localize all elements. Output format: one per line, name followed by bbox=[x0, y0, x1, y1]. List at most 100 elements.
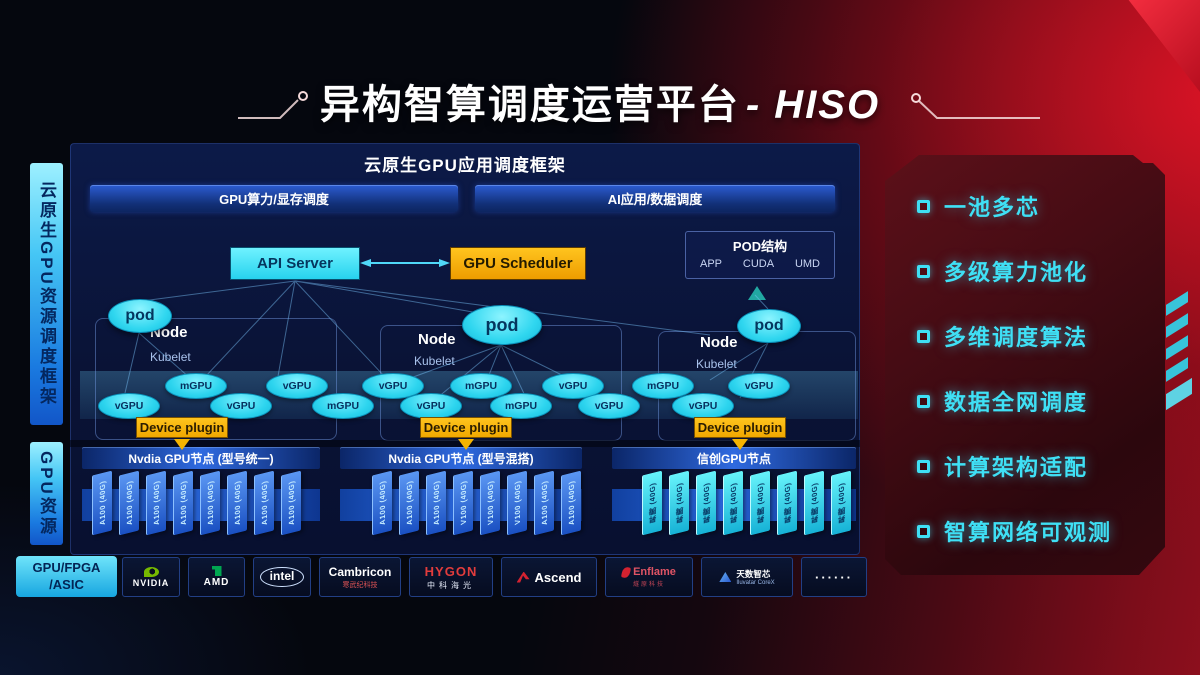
gpu-unit-vgpu: vGPU bbox=[672, 393, 734, 419]
gpu-card-label: 昇腾 (40G) bbox=[756, 481, 765, 525]
gpu-unit-mgpu: mGPU bbox=[632, 373, 694, 399]
feature-item: 数据全网调度 bbox=[917, 386, 1149, 416]
gpu-card: A100 (40G) bbox=[534, 470, 554, 536]
gpu-card: 昇腾 (40G) bbox=[831, 470, 851, 536]
vendor-hygon: HYGON 中科海光 bbox=[409, 557, 493, 597]
amd-arrow-icon bbox=[211, 566, 222, 576]
api-server-box: API Server bbox=[230, 247, 360, 280]
vendor-intel: intel bbox=[253, 557, 311, 597]
title-main: 异构智算调度运营平台 bbox=[319, 83, 740, 127]
pod-structure-title: POD结构 bbox=[732, 239, 788, 254]
feature-panel: 一池多芯多级算力池化多维调度算法 数据全网调度计算架构适配 智算网络可观测 bbox=[885, 155, 1165, 575]
gpu-card: A100 (40G) bbox=[200, 470, 220, 536]
vendor-cambricon: Cambricon 寒武纪科技 bbox=[319, 557, 401, 597]
gpu-card: A100 (40G) bbox=[426, 470, 446, 536]
sidebar-label-scheduling-frame: 云原生GPU资源调度框架 bbox=[30, 163, 63, 425]
vendor-label: 天数智芯 bbox=[736, 569, 771, 579]
device-plugin-box: Device plugin bbox=[420, 417, 512, 438]
gpu-card-label: A100 (40G) bbox=[378, 479, 387, 527]
square-bullet-icon bbox=[917, 394, 930, 408]
feature-item: 计算架构适配 bbox=[917, 451, 1149, 481]
vendor-label: ······ bbox=[815, 569, 853, 585]
gpu-card: V100 (40G) bbox=[507, 470, 527, 536]
gpu-card: A100 (40G) bbox=[119, 470, 139, 536]
panel-header: 云原生GPU应用调度框架 bbox=[364, 156, 566, 175]
gpu-card-label: A100 (40G) bbox=[432, 479, 441, 527]
down-arrow-icon bbox=[732, 439, 748, 450]
vendor-sublabel: Iluvatar CoreX bbox=[736, 580, 775, 586]
gpu-card-label: V100 (40G) bbox=[513, 479, 522, 526]
gpu-card-label: A100 (40G) bbox=[260, 479, 269, 527]
kubelet-label: Kubelet bbox=[414, 354, 455, 368]
bar-ai-data-scheduling: AI应用/数据调度 bbox=[475, 185, 835, 212]
gpu-card: V100 (40G) bbox=[453, 470, 473, 536]
gpu-card: A100 (40G) bbox=[227, 470, 247, 536]
feature-item: 多维调度算法 bbox=[917, 321, 1149, 351]
kubelet-label: Kubelet bbox=[696, 357, 737, 371]
gpu-card: 昇腾 (40G) bbox=[750, 470, 770, 536]
vendor-logo-row: NVIDIA AMD intel Cambricon 寒武纪科技 HYGON 中科海光 Asc… bbox=[122, 557, 867, 597]
gpu-card-label: 昇腾 (40G) bbox=[810, 481, 819, 525]
vendor-label: Enflame bbox=[633, 566, 676, 578]
gpu-card: 昇腾 (40G) bbox=[696, 470, 716, 536]
gpu-card-group-mixed: A100 (40G) A100 (40G) A100 (40G) V100 (40G)… bbox=[372, 470, 614, 539]
vendor-amd: AMD bbox=[188, 557, 245, 597]
gpu-card-label: A100 (40G) bbox=[179, 479, 188, 527]
gpu-unit-mgpu: mGPU bbox=[312, 393, 374, 419]
vendor-label: Ascend bbox=[534, 569, 582, 585]
pod-ellipse: pod bbox=[462, 305, 542, 345]
gpu-unit-vgpu: vGPU bbox=[400, 393, 462, 419]
node-group-label-uniform: Nvdia GPU节点 (型号统一) bbox=[82, 447, 320, 469]
feature-label: 多级算力池化 bbox=[944, 260, 1089, 285]
gpu-card-label: V100 (40G) bbox=[459, 479, 468, 526]
vendor-sublabel: 寒武纪科技 bbox=[342, 581, 378, 589]
node-label: Node bbox=[700, 334, 738, 351]
node-box bbox=[95, 318, 337, 440]
bar-gpu-compute-scheduling: GPU算力/显存调度 bbox=[90, 185, 458, 212]
feature-list: 一池多芯多级算力池化多维调度算法 数据全网调度计算架构适配 智算网络可观测 bbox=[917, 191, 1149, 575]
feature-label: 计算架构适配 bbox=[944, 455, 1089, 480]
gpu-unit-vgpu: vGPU bbox=[578, 393, 640, 419]
vendor-label: AMD bbox=[203, 577, 230, 588]
title-suffix: - HISO bbox=[745, 83, 881, 127]
vendor-iluvatar-text: 天数智芯 Iluvatar CoreX bbox=[736, 568, 774, 586]
gpu-card-label: 昇腾 (40G) bbox=[783, 481, 792, 525]
gpu-card: 昇腾 (40G) bbox=[777, 470, 797, 536]
pod-layer-cuda: CUDA bbox=[742, 258, 775, 270]
kubelet-label: Kubelet bbox=[150, 350, 191, 364]
gpu-card: A100 (40G) bbox=[372, 470, 392, 536]
gpu-unit-mgpu: mGPU bbox=[490, 393, 552, 419]
gpu-card: A100 (40G) bbox=[281, 470, 301, 536]
vendor-ascend: Ascend bbox=[501, 557, 597, 597]
gpu-card-label: A100 (40G) bbox=[152, 479, 161, 527]
hardware-line1: GPU/FPGA bbox=[32, 560, 101, 576]
vendor-label: NVIDIA bbox=[132, 577, 170, 588]
gpu-card-group-domestic: 昇腾 (40G) 昇腾 (40G) 昇腾 (40G) 昇腾 (40G) 昇腾 (40G)… bbox=[642, 470, 886, 539]
gpu-card: V100 (40G) bbox=[480, 470, 500, 536]
vendor-enflame-top: Enflame bbox=[621, 565, 676, 579]
gpu-card: 昇腾 (40G) bbox=[804, 470, 824, 536]
gpu-unit-vgpu: vGPU bbox=[98, 393, 160, 419]
feature-label: 智算网络可观测 bbox=[944, 520, 1113, 545]
page-title: 异构智算调度运营平台 - HISO bbox=[0, 72, 1200, 130]
gpu-card-label: A100 (40G) bbox=[206, 479, 215, 527]
vendor-label: intel bbox=[259, 567, 305, 587]
gpu-card: 昇腾 (40G) bbox=[642, 470, 662, 536]
gpu-card-label: A100 (40G) bbox=[125, 479, 134, 527]
vendor-enflame: Enflame 燧原科技 bbox=[605, 557, 693, 597]
feature-label: 一池多芯 bbox=[944, 195, 1041, 220]
nvidia-eye-icon bbox=[143, 566, 159, 577]
square-bullet-icon bbox=[917, 264, 930, 278]
feature-item: 多级算力池化 bbox=[917, 256, 1149, 286]
gpu-card-label: 昇腾 (40G) bbox=[702, 481, 711, 525]
gpu-card: A100 (40G) bbox=[561, 470, 581, 536]
vendor-sublabel: 燧原科技 bbox=[632, 582, 665, 588]
node-label: Node bbox=[418, 331, 456, 348]
gpu-card-label: 昇腾 (40G) bbox=[729, 481, 738, 525]
node-group-label-mixed: Nvdia GPU节点 (型号混搭) bbox=[340, 447, 582, 469]
gpu-card-label: 昇腾 (40G) bbox=[837, 481, 846, 525]
enflame-flame-icon bbox=[621, 565, 632, 579]
gpu-card: A100 (40G) bbox=[146, 470, 166, 536]
pod-structure-box: POD结构 APP CUDA UMD bbox=[685, 231, 835, 279]
pod-ellipse: pod bbox=[737, 309, 801, 343]
